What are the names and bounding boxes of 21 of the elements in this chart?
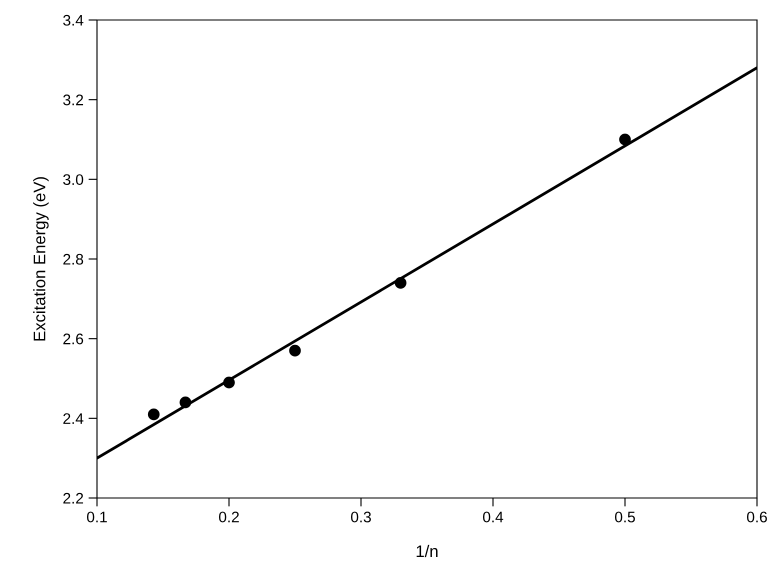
point: [394, 277, 406, 289]
y-axis-title: Excitation Energy (eV): [33, 177, 49, 341]
point: [619, 134, 631, 146]
x-tick-label: 0.1: [86, 512, 107, 522]
y-tick-label: 2.4: [63, 413, 84, 424]
point: [289, 344, 301, 356]
x-tick-label: 0.4: [482, 512, 504, 522]
point: [223, 376, 235, 388]
y-tick-label: 3.2: [63, 94, 84, 106]
y-tick-label: 3.4: [63, 14, 84, 26]
x-tick-label: 0.2: [218, 512, 239, 522]
point: [148, 408, 160, 420]
y-tick-label: 2.2: [63, 492, 84, 504]
x-tick-label: 0.5: [614, 512, 635, 522]
x-tick-label: 0.6: [746, 512, 767, 522]
point: [180, 396, 192, 408]
y-tick-label: 3.0: [63, 174, 84, 186]
y-tick-label: 2.6: [63, 334, 84, 344]
x-axis-title: 1/n: [416, 544, 438, 558]
y-tick-label: 2.8: [63, 254, 84, 265]
x-tick-label: 0.3: [350, 512, 371, 522]
